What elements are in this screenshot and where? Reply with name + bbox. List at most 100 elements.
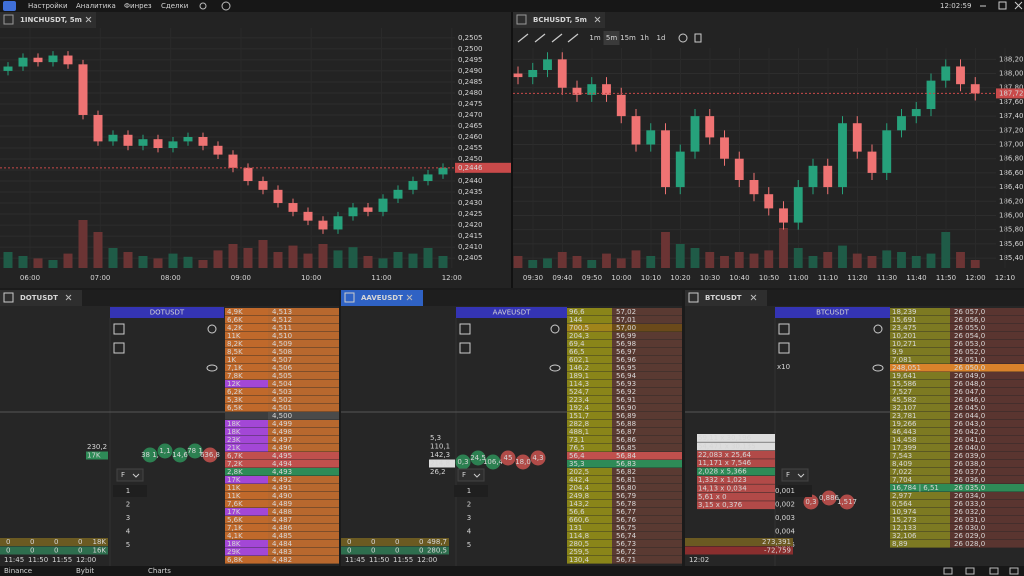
row-volume: 5,6K [227,516,243,524]
level-selector[interactable] [781,468,809,482]
close-button[interactable] [1014,1,1023,10]
level-selector[interactable] [116,468,144,482]
timeframe-button[interactable]: 15m [620,34,636,42]
level-option[interactable]: 0,004 [775,528,796,536]
level-option[interactable]: 1 [126,487,130,495]
side-label-bg [697,467,775,476]
book-tab[interactable] [341,290,423,306]
icon[interactable] [943,567,953,575]
icon[interactable] [1009,567,1019,575]
candle-body [378,198,388,212]
level-option[interactable]: 3 [467,514,471,522]
reset-icon[interactable] [678,33,688,43]
draw-tool[interactable] [534,33,546,43]
chart-tab[interactable] [0,12,96,28]
icon[interactable] [199,2,207,10]
delete-icon[interactable] [694,33,702,43]
draw-tool[interactable] [567,33,579,43]
icon[interactable] [965,567,975,575]
level-option[interactable]: 2 [126,501,130,509]
settings-icon[interactable] [873,324,883,334]
table-icon[interactable] [778,342,790,354]
level-selector[interactable] [457,468,485,482]
level-option[interactable]: 0,001 [775,487,795,495]
side-label-bg [429,459,455,468]
help-icon[interactable] [221,1,231,11]
book-tab[interactable] [685,290,767,306]
logo[interactable] [3,1,16,11]
eye-icon[interactable] [872,364,884,372]
eye-icon[interactable] [549,364,561,372]
close-tab[interactable] [85,16,92,23]
level-option[interactable]: 5 [467,541,471,549]
row-volume: 7,704 [892,476,913,484]
row-price-bg [950,308,1024,316]
status-tab[interactable]: Charts [148,567,171,575]
timeframe-button[interactable]: 5m [606,34,617,42]
settings-icon[interactable] [550,324,560,334]
menu-item[interactable]: Настройки [28,2,68,10]
table-icon[interactable] [113,342,125,354]
chart-tab[interactable] [513,12,605,28]
maximize-button[interactable] [998,1,1007,10]
row-volume-bg [225,500,268,508]
menu-item[interactable]: Финрез [124,2,152,10]
row-price: 56,97 [616,348,636,356]
status-tab[interactable]: Bybit [76,567,94,575]
level-active[interactable] [454,485,488,497]
chart-icon[interactable] [113,323,125,335]
row-volume-bg [567,420,612,428]
book-tab[interactable] [0,290,82,306]
icon[interactable] [989,567,999,575]
level-option[interactable]: 4 [126,528,131,536]
timeframe-button[interactable]: 1m [589,34,600,42]
chart-icon[interactable] [778,323,790,335]
level-option[interactable]: 5 [126,541,130,549]
volume-bar [33,258,43,268]
timeframe-button[interactable]: 1d [657,34,666,42]
level-option[interactable]: 3 [126,514,130,522]
close-tab[interactable] [750,294,757,301]
y-tick-label: 0,2485 [458,78,483,86]
row-volume: 14,458 [892,436,917,444]
menu-bar [0,0,1024,12]
row-volume: 76,5 [569,444,585,452]
level-active[interactable] [778,485,812,497]
close-tab[interactable] [65,294,72,301]
row-volume-bg [890,364,950,372]
candle-body [897,116,906,131]
volume-bar [808,256,818,268]
y-tick-label: 188,20 [999,55,1024,63]
level-option[interactable]: 0,002 [775,501,795,509]
volume-bar [675,244,685,268]
row-price: 26 042,0 [954,428,985,436]
book-tab-title: DOTUSDT [20,294,58,302]
close-tab[interactable] [594,16,601,23]
bubble-label: 1,517 [837,498,857,506]
trade-bubble [530,450,546,466]
draw-tool[interactable] [551,33,563,43]
menu-item[interactable]: Сделки [161,2,188,10]
x-tick-label: 10:30 [700,274,720,282]
chart-icon[interactable] [459,323,471,335]
row-volume: 15,273 [892,516,917,524]
level-option[interactable]: 4 [467,528,472,536]
footer-cell: 0 [395,547,399,555]
volume-bar [438,256,448,268]
menu-item[interactable]: Аналитика [76,2,116,10]
side-label-bg [697,459,775,468]
y-tick-label: 187,00 [999,141,1024,149]
table-icon[interactable] [459,342,471,354]
level-option[interactable]: 0,003 [775,514,795,522]
draw-tool[interactable] [517,33,529,43]
timeframe-button[interactable]: 1h [640,34,649,42]
eye-icon[interactable] [206,364,218,372]
level-option[interactable]: 1 [467,487,471,495]
level-option[interactable]: 2 [467,501,471,509]
level-active[interactable] [113,485,147,497]
close-tab[interactable] [406,294,413,301]
status-tab[interactable]: Binance [4,567,32,575]
row-volume: 15,586 [892,380,917,388]
settings-icon[interactable] [207,324,217,334]
row-price-bg [268,532,339,540]
